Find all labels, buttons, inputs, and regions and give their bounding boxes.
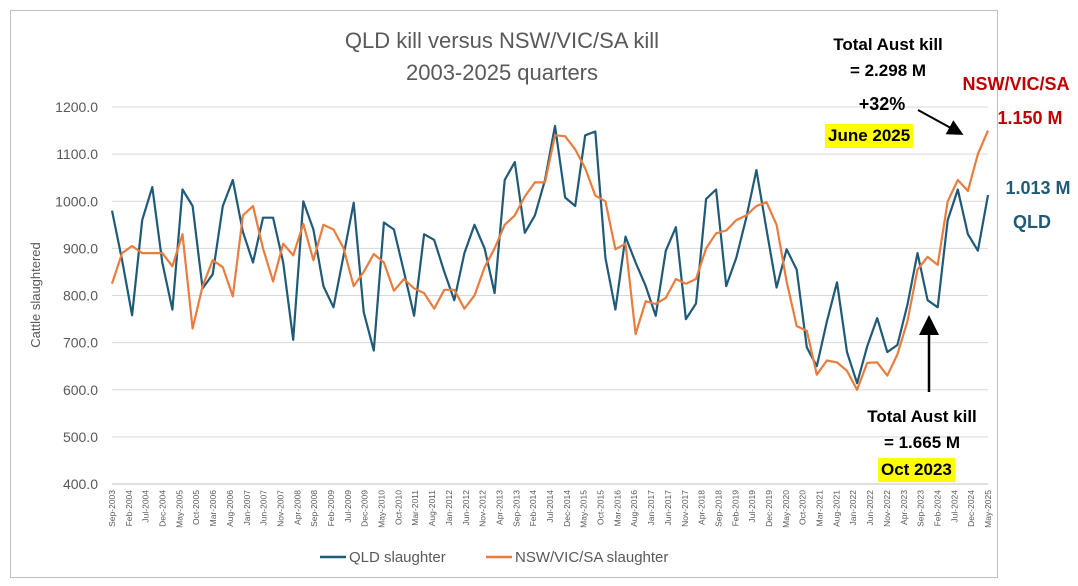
x-tick-label: Jul-2004 — [141, 490, 151, 523]
x-tick-label: Dec-2019 — [764, 490, 774, 527]
x-tick-label: Sep-2013 — [511, 490, 521, 527]
x-tick-label: May-2025 — [983, 490, 993, 528]
x-tick-label: Aug-2006 — [225, 490, 235, 527]
x-tick-label: Oct-2020 — [798, 490, 808, 525]
y-tick-label: 700.0 — [63, 335, 98, 351]
x-tick-label: Nov-2017 — [680, 490, 690, 527]
x-tick-label: Feb-2019 — [730, 490, 740, 527]
y-axis-label: Cattle slaughtered — [28, 242, 43, 348]
x-tick-label: Jul-2014 — [545, 490, 555, 523]
x-tick-label: May-2020 — [781, 490, 791, 528]
x-tick-label: Feb-2014 — [528, 490, 538, 527]
x-tick-label: Jun-2012 — [461, 490, 471, 526]
x-tick-label: Feb-2009 — [326, 490, 336, 527]
chart-frame — [10, 10, 998, 578]
annotation-top-percent: +32% — [859, 94, 906, 114]
x-tick-label: Mar-2006 — [208, 490, 218, 527]
x-tick-label: Sep-2008 — [309, 490, 319, 527]
legend-nsw-label: NSW/VIC/SA slaughter — [515, 549, 668, 566]
x-tick-label: Mar-2021 — [815, 490, 825, 527]
annotation-top-arrow — [917, 109, 964, 135]
annotation-bottom-total-line1: Total Aust kill — [867, 407, 977, 426]
x-axis-ticks: Sep-2003 Feb-2004 Jul-2004 Dec-2004 May-2005… — [107, 490, 993, 528]
x-tick-label: Jan-2022 — [848, 490, 858, 526]
y-axis-ticks: 400.0 500.0 600.0 700.0 800.0 900.0 1000.0 1100… — [55, 99, 98, 492]
y-tick-label: 900.0 — [63, 240, 98, 256]
annotation-nsw-value: 1.150 M — [997, 108, 1062, 128]
annotation-nsw-region: NSW/VIC/SA — [962, 74, 1069, 94]
y-tick-label: 500.0 — [63, 429, 98, 445]
x-tick-label: Jun-2007 — [259, 490, 269, 526]
x-tick-label: Feb-2024 — [932, 490, 942, 527]
x-tick-label: Jul-2024 — [949, 490, 959, 523]
chart-title-line1: QLD kill versus NSW/VIC/SA kill — [345, 28, 659, 53]
x-tick-label: Nov-2012 — [478, 490, 488, 527]
x-tick-label: May-2005 — [174, 490, 184, 528]
series-line-qld — [110, 124, 990, 385]
x-tick-label: Jun-2022 — [865, 490, 875, 526]
x-tick-label: May-2010 — [377, 490, 387, 528]
gridlines — [112, 106, 988, 485]
x-tick-label: Jan-2007 — [242, 490, 252, 526]
x-tick-label: Jan-2012 — [444, 490, 454, 526]
y-tick-label: 1200.0 — [55, 99, 98, 115]
x-tick-label: Dec-2014 — [562, 490, 572, 527]
chart-title-line2: 2003-2025 quarters — [406, 60, 598, 85]
x-tick-label: Mar-2011 — [410, 490, 420, 526]
x-tick-label: May-2015 — [579, 490, 589, 528]
series-lines — [110, 124, 990, 391]
x-tick-label: Dec-2024 — [966, 490, 976, 527]
x-tick-label: Oct-2005 — [191, 490, 201, 525]
y-tick-label: 1100.0 — [56, 146, 98, 162]
annotation-top-total-line2: = 2.298 M — [850, 61, 926, 80]
y-tick-label: 1000.0 — [55, 193, 98, 209]
x-tick-label: Oct-2010 — [393, 490, 403, 525]
x-tick-label: Sep-2003 — [107, 490, 117, 527]
x-tick-label: Aug-2011 — [427, 490, 437, 527]
x-tick-label: Jul-2009 — [343, 490, 353, 523]
annotation-bottom-date: Oct 2023 — [878, 458, 955, 482]
y-tick-label: 800.0 — [63, 288, 98, 304]
x-tick-label: Mar-2016 — [612, 490, 622, 527]
annotation-qld-value: 1.013 M — [1005, 178, 1070, 198]
x-tick-label: Nov-2022 — [882, 490, 892, 527]
x-tick-label: Apr-2008 — [292, 490, 302, 525]
x-tick-label: Apr-2018 — [697, 490, 707, 525]
x-tick-label: Sep-2023 — [916, 490, 926, 527]
legend-qld-label: QLD slaughter — [349, 549, 446, 566]
x-tick-label: Aug-2021 — [831, 490, 841, 527]
x-tick-label: Aug-2016 — [629, 490, 639, 527]
x-tick-label: Jan-2017 — [646, 490, 656, 526]
y-tick-label: 400.0 — [63, 476, 98, 492]
annotation-bottom-total-line2: = 1.665 M — [884, 433, 960, 452]
x-tick-label: Oct-2015 — [596, 490, 606, 525]
x-tick-label: Apr-2023 — [899, 490, 909, 525]
x-tick-label: Feb-2004 — [124, 490, 134, 527]
annotation-top-date: June 2025 — [825, 124, 914, 148]
annotation-qld-label: QLD — [1013, 212, 1051, 232]
x-tick-label: Dec-2004 — [158, 490, 168, 527]
x-tick-label: Apr-2013 — [494, 490, 504, 525]
x-tick-label: Dec-2009 — [360, 490, 370, 527]
x-tick-label: Sep-2018 — [713, 490, 723, 527]
x-tick-label: Nov-2007 — [275, 490, 285, 527]
x-tick-label: Jun-2017 — [663, 490, 673, 526]
y-tick-label: 600.0 — [63, 382, 98, 398]
x-tick-label: Jul-2019 — [747, 490, 757, 523]
series-line-nsw-vic-sa — [110, 130, 990, 391]
annotation-top-total-line1: Total Aust kill — [833, 35, 943, 54]
